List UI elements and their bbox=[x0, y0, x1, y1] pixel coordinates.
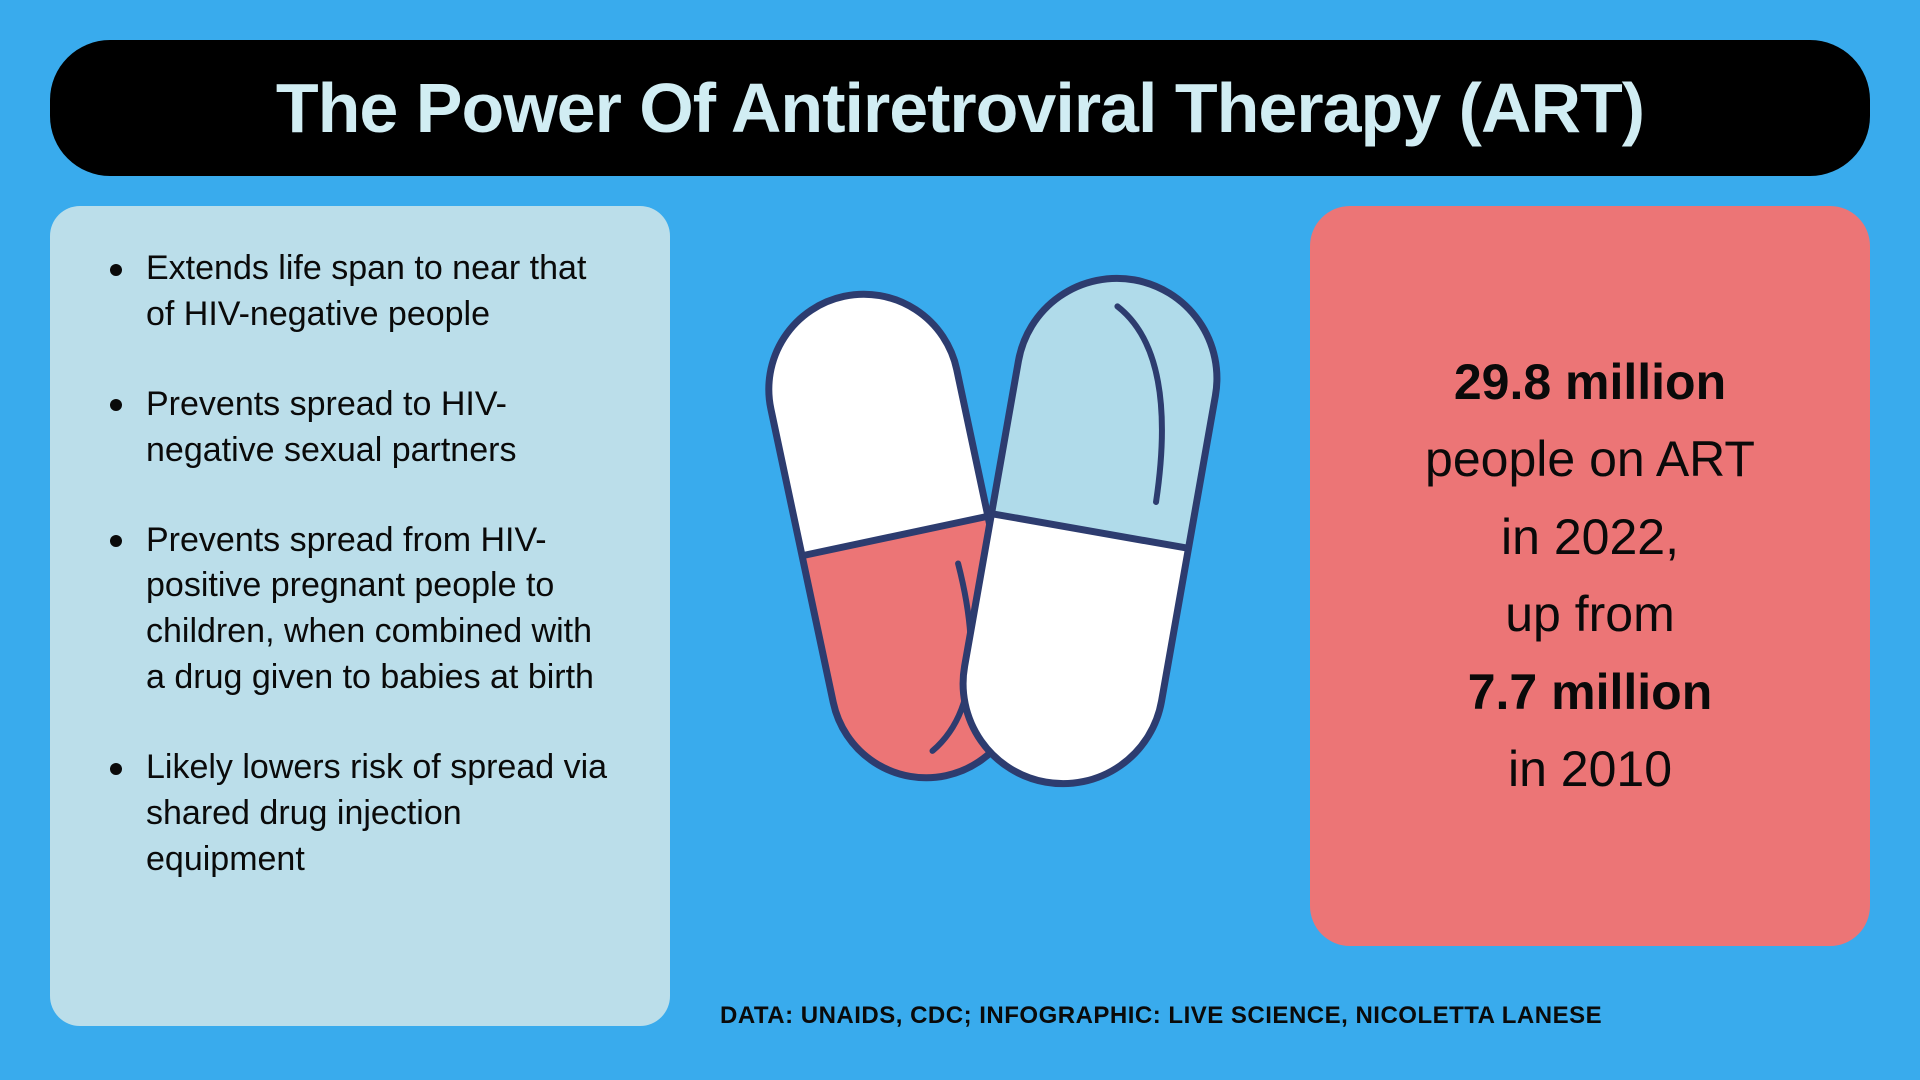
pill-illustration-area bbox=[700, 206, 1280, 1026]
bullet-item: Prevents spread to HIV-negative sexual p… bbox=[110, 382, 620, 474]
stat-line: in 2022, bbox=[1360, 499, 1820, 577]
stat-line: 29.8 million bbox=[1360, 344, 1820, 422]
stat-line: in 2010 bbox=[1360, 731, 1820, 809]
stat-bold: 29.8 million bbox=[1454, 354, 1726, 410]
bullet-panel: Extends life span to near that of HIV-ne… bbox=[50, 206, 670, 1026]
infographic-canvas: The Power Of Antiretroviral Therapy (ART… bbox=[0, 0, 1920, 1080]
stat-line: up from bbox=[1360, 576, 1820, 654]
stat-bold: 7.7 million bbox=[1468, 664, 1713, 720]
bullet-item: Extends life span to near that of HIV-ne… bbox=[110, 246, 620, 338]
stat-line: people on ART bbox=[1360, 421, 1820, 499]
bullet-list: Extends life span to near that of HIV-ne… bbox=[110, 246, 620, 883]
bullet-item: Prevents spread from HIV-positive pregna… bbox=[110, 518, 620, 702]
title-bar: The Power Of Antiretroviral Therapy (ART… bbox=[50, 40, 1870, 176]
title-text: The Power Of Antiretroviral Therapy (ART… bbox=[110, 68, 1810, 148]
stat-line: 7.7 million bbox=[1360, 654, 1820, 732]
bullet-item: Likely lowers risk of spread via shared … bbox=[110, 745, 620, 883]
pills-icon bbox=[730, 226, 1250, 846]
stat-panel: 29.8 million people on ART in 2022, up f… bbox=[1310, 206, 1870, 946]
credits-text: DATA: UNAIDS, CDC; INFOGRAPHIC: LIVE SCI… bbox=[720, 1002, 1602, 1030]
content-row: Extends life span to near that of HIV-ne… bbox=[50, 206, 1870, 1026]
